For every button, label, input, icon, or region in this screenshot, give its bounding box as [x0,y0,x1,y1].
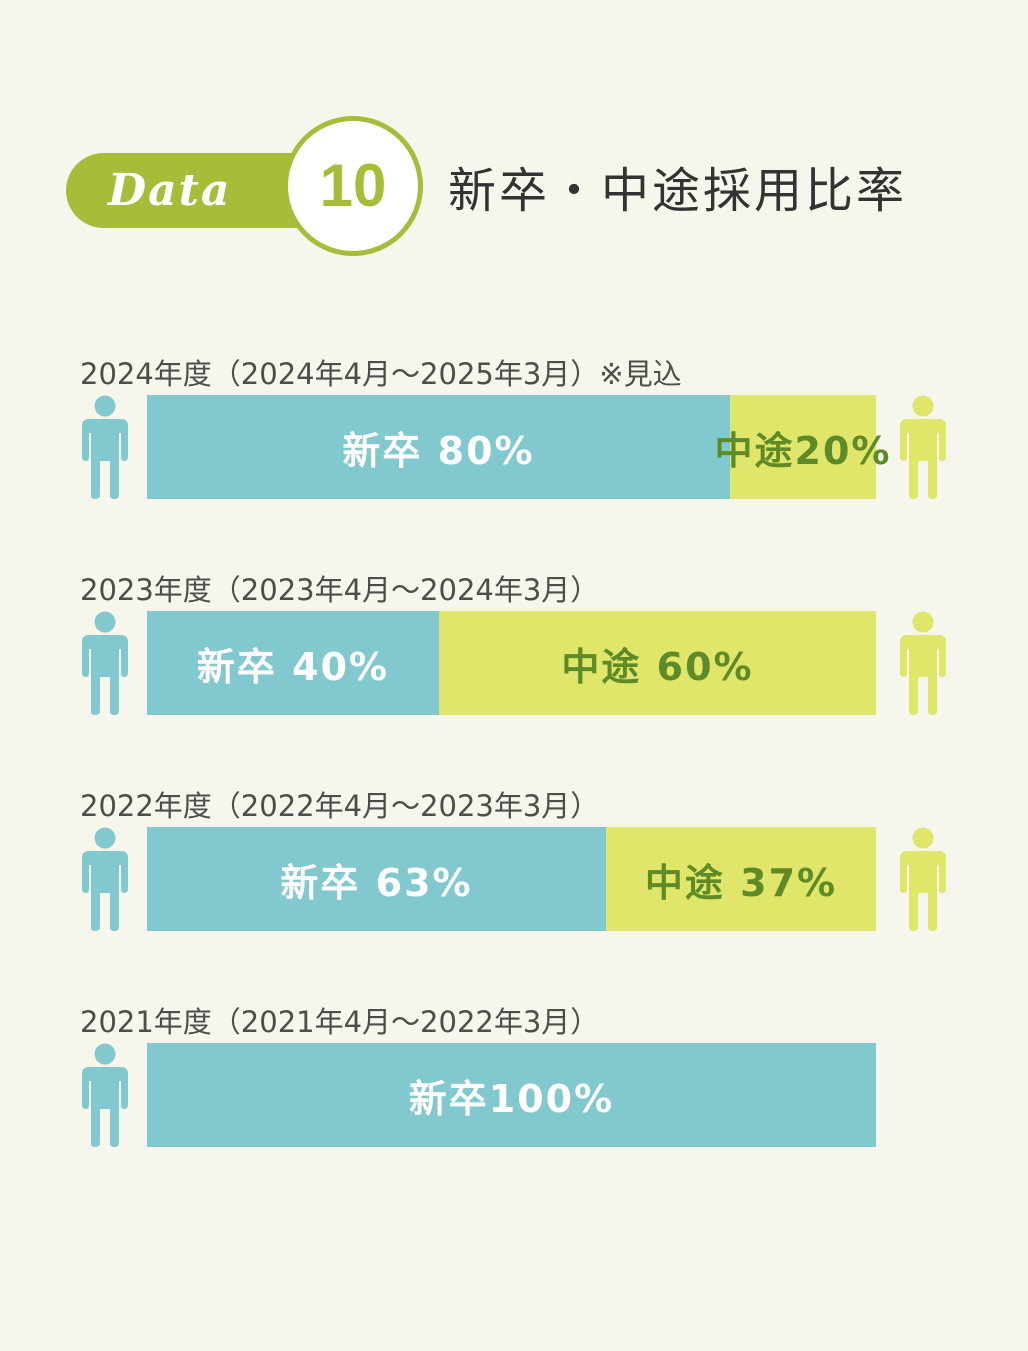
row-label: 2022年度（2022年4月〜2023年3月） [80,789,600,823]
data-label-shinsotsu: 新卒 40% [196,644,390,689]
person-icon [80,827,130,931]
bar-segment-shinsotsu: 新卒 80% [147,395,730,499]
header-badge-word: Data [108,165,232,216]
stacked-bar: 新卒 80% 中途20% [147,395,889,499]
person-icon [80,395,130,499]
bar-segment-chuto: 中途 60% [439,611,876,715]
row-label: 2023年度（2023年4月〜2024年3月） [80,573,600,607]
stacked-bar: 新卒100% [147,1043,876,1147]
bar-segment-shinsotsu: 新卒100% [147,1043,876,1147]
person-icon [80,611,130,715]
data-label-chuto: 中途 37% [644,860,838,905]
bar-segment-chuto: 中途 37% [606,827,876,931]
page-title: 新卒・中途採用比率 [448,163,908,219]
row-label: 2021年度（2021年4月〜2022年3月） [80,1005,600,1039]
person-icon [898,827,948,931]
bar-segment-shinsotsu: 新卒 40% [147,611,439,715]
stacked-bar: 新卒 40% 中途 60% [147,611,876,715]
data-label-shinsotsu: 新卒100% [408,1076,615,1121]
header-number-circle [283,116,423,256]
data-label-shinsotsu: 新卒 80% [342,428,535,473]
bar-segment-chuto: 中途20% [715,395,889,499]
header-badge-number: 10 [319,152,387,219]
data-label-chuto: 中途 60% [561,644,754,689]
bar-segment-shinsotsu: 新卒 63% [147,827,606,931]
data-label-chuto: 中途20% [714,428,892,473]
data-label-shinsotsu: 新卒 63% [280,860,473,905]
person-icon [898,611,948,715]
stacked-bar: 新卒 63% 中途 37% [147,827,876,931]
person-icon [80,1043,130,1147]
person-icon [898,395,948,499]
row-label: 2024年度（2024年4月〜2025年3月）※見込 [80,357,682,391]
